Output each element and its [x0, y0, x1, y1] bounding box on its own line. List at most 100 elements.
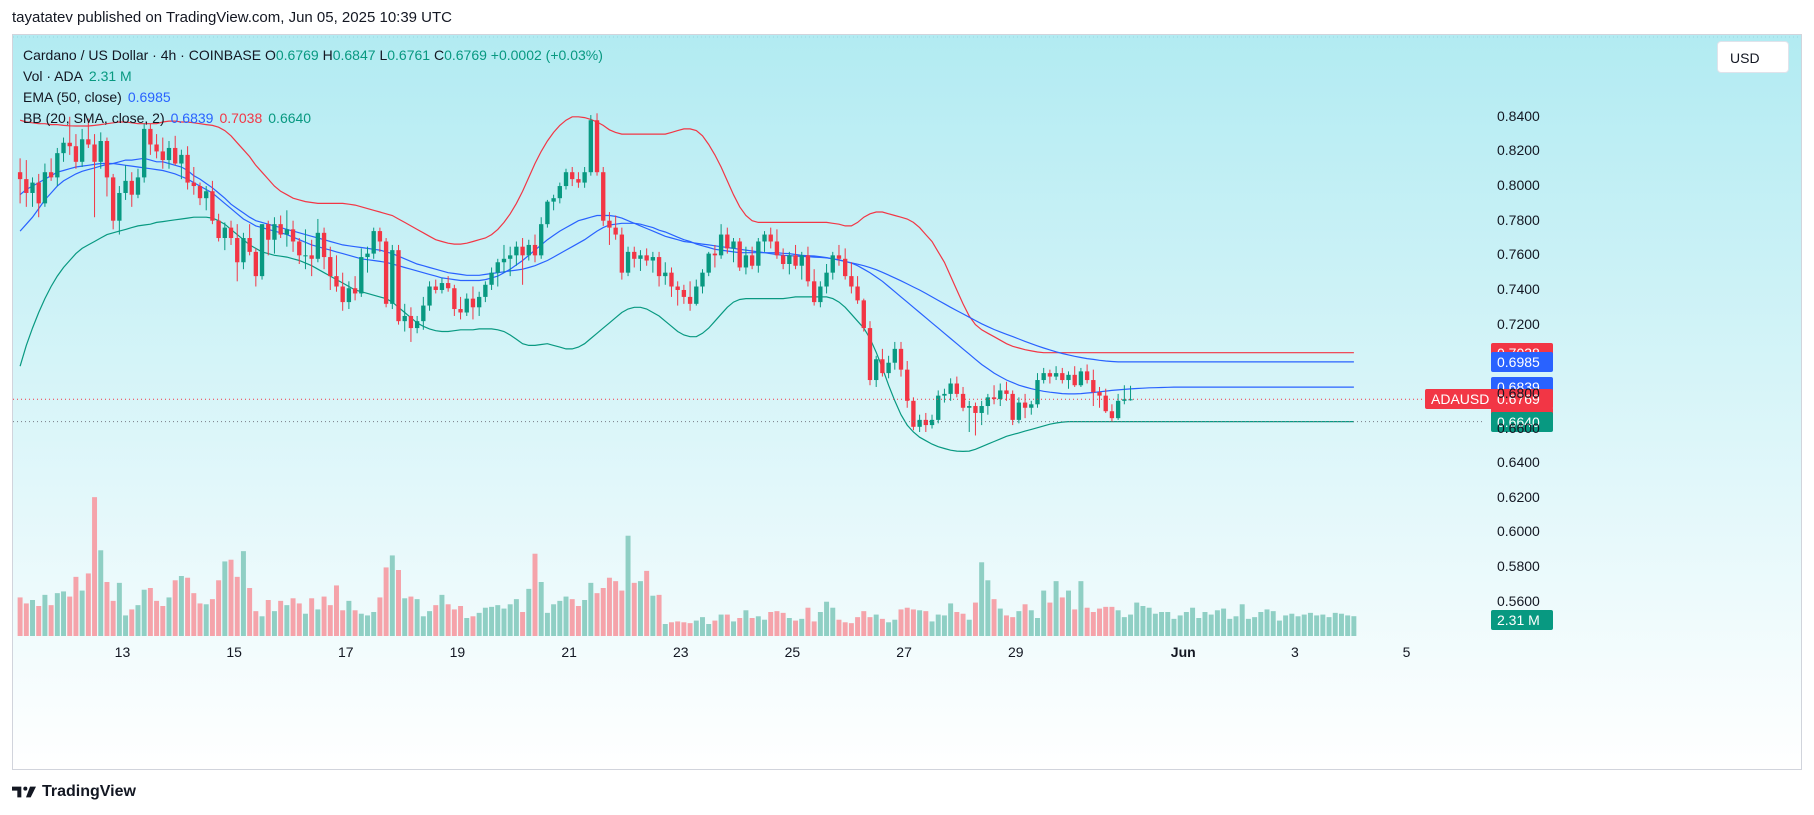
volume-bar [786, 618, 792, 636]
candle [92, 134, 97, 218]
price-tick-label: 0.6000 [1497, 523, 1540, 540]
candle-body [799, 255, 804, 266]
volume-bar [1003, 615, 1009, 636]
legend-bb-row[interactable]: BB (20, SMA, close, 2) 0.6839 0.7038 0.6640 [23, 108, 603, 129]
candle-body [359, 257, 364, 294]
volume-bar [1115, 610, 1121, 636]
candle [414, 315, 420, 334]
legend-ema-row[interactable]: EMA (50, close) 0.6985 [23, 87, 603, 108]
volume-bar [544, 612, 550, 636]
volume-bar [780, 612, 786, 636]
candle [656, 251, 662, 287]
volume-bar [1022, 604, 1028, 636]
candle-body [532, 244, 538, 256]
volume-bar [681, 622, 687, 636]
candle [663, 262, 668, 285]
volume-bar [1338, 613, 1344, 636]
volume-bar [1109, 606, 1115, 636]
candle [830, 251, 835, 280]
candle-body [1035, 380, 1040, 405]
candle-body [1084, 371, 1090, 381]
price-tick-label: 0.8200 [1497, 142, 1540, 159]
volume-bar [606, 577, 612, 636]
legend-symbol[interactable]: Cardano / US Dollar · 4h · COINBASE [23, 47, 262, 63]
candle [328, 246, 333, 290]
candle-body [936, 395, 941, 420]
volume-bar [662, 624, 668, 636]
candle-body [390, 250, 395, 304]
candle [464, 293, 469, 316]
candle-body [402, 315, 407, 322]
volume-bar [154, 600, 160, 636]
volume-bar [1252, 617, 1258, 636]
candle-body [297, 241, 302, 256]
candle [352, 276, 358, 301]
candle-body [166, 147, 172, 161]
candle [1029, 400, 1034, 415]
legend-volume-row[interactable]: Vol · ADA 2.31 M [23, 66, 603, 87]
candle [923, 412, 928, 433]
price-tick-label: 0.6800 [1497, 384, 1540, 401]
volume-bar [1047, 602, 1053, 636]
volume-bar [166, 597, 172, 636]
volume-bar [1078, 581, 1084, 636]
volume-bar [172, 580, 178, 636]
legend-vol-label: Vol · ADA [23, 68, 83, 84]
price-tick-label: 0.5600 [1497, 592, 1540, 609]
candle [272, 217, 277, 254]
candle [67, 116, 72, 155]
candle [886, 355, 891, 379]
legend-change: +0.0002 (+0.03%) [490, 47, 603, 63]
candle [476, 291, 482, 316]
candle [508, 246, 513, 277]
candle-body [911, 400, 916, 427]
candle-body [811, 281, 817, 303]
candle-body [551, 198, 556, 202]
chart-frame[interactable]: Cardano / US Dollar · 4h · COINBASE O0.6… [12, 34, 1802, 770]
candle-body [818, 286, 823, 303]
volume-bar [1146, 607, 1152, 636]
candle-body [880, 359, 885, 374]
volume-bar [414, 599, 420, 636]
volume-bar [85, 573, 91, 636]
volume-bar [470, 616, 476, 636]
volume-bar [42, 594, 48, 636]
candle [458, 296, 463, 320]
candle-body [489, 272, 494, 285]
volume-bar [892, 619, 898, 636]
volume-bar [427, 611, 433, 636]
volume-bar [594, 593, 600, 636]
candle [1016, 397, 1022, 424]
volume-bar [1221, 608, 1227, 636]
volume-bar [302, 613, 308, 636]
volume-bar [451, 609, 457, 636]
candle [756, 238, 761, 273]
candle-body [235, 238, 240, 263]
ema-50-line [19, 157, 1354, 363]
volume-bar [191, 593, 197, 636]
candle [1078, 367, 1084, 387]
candle-body [861, 300, 866, 329]
candle [402, 303, 407, 332]
tradingview-logo[interactable]: TradingView [12, 783, 136, 801]
volume-bar [588, 582, 594, 636]
candle [892, 341, 897, 370]
volume-bar [575, 606, 581, 636]
volume-bar [1183, 612, 1189, 636]
volume-bar [1016, 611, 1022, 636]
candle [861, 298, 866, 332]
candle [644, 248, 649, 266]
candle-body [421, 305, 426, 322]
candle-body [48, 172, 54, 178]
candle [1128, 385, 1133, 401]
candle-body [123, 180, 128, 193]
time-tick-label: 19 [449, 644, 466, 660]
volume-bar [1177, 615, 1183, 636]
candle [104, 137, 110, 197]
currency-button[interactable]: USD [1717, 41, 1789, 73]
candle-body [756, 241, 761, 266]
candle [681, 284, 687, 304]
candle-body [377, 231, 383, 242]
volume-bar [1128, 614, 1134, 636]
ema-tag: 0.6985 [1491, 351, 1553, 372]
